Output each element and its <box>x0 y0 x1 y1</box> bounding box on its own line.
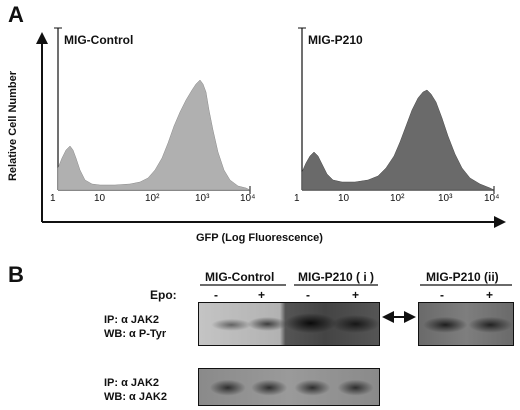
tick-label: 10³ <box>438 193 453 204</box>
panel-b-letter: B <box>8 262 24 287</box>
blot2-label-line1: IP: α JAK2 <box>104 377 160 389</box>
y-axis-label: Relative Cell Number <box>7 70 19 182</box>
x-axis-label: GFP (Log Fluorescence) <box>196 232 323 244</box>
blot1-label-line2: WB: α P-Tyr <box>104 328 167 340</box>
tick-label: 10³ <box>195 193 210 204</box>
group-label-mig-control: MIG-Control <box>205 270 275 284</box>
histogram-mig-control <box>54 27 251 194</box>
blot-jak2-loading <box>198 368 380 406</box>
tick-label: 1 <box>50 193 56 204</box>
lane-sign: - <box>214 288 218 302</box>
lane-sign: + <box>352 288 360 302</box>
tick-label: 10 <box>338 193 350 204</box>
tick-label: 1 <box>294 193 300 204</box>
lane-sign: - <box>306 288 310 302</box>
lane-sign: + <box>486 288 494 302</box>
tick-label: 10⁴ <box>240 193 256 204</box>
histogram-mig-p210 <box>298 27 495 194</box>
histogram-title-1: MIG-Control <box>64 33 134 47</box>
group-label-mig-p210-i: MIG-P210 ( i ) <box>298 270 375 284</box>
tick-label: 10² <box>145 193 160 204</box>
group-label-mig-p210-ii: MIG-P210 (ii) <box>426 270 499 284</box>
blot1-label-line1: IP: α JAK2 <box>104 314 160 326</box>
blot-ptyr-ii <box>418 302 514 346</box>
histogram-title-2: MIG-P210 <box>308 33 363 47</box>
tick-label: 10 <box>94 193 106 204</box>
lane-sign: - <box>440 288 444 302</box>
panel-a-letter: A <box>8 2 24 27</box>
blot-ptyr-main <box>198 302 380 346</box>
epo-label: Epo: <box>150 288 177 302</box>
tick-label: 10⁴ <box>484 193 500 204</box>
blot2-label-line2: WB: α JAK2 <box>104 391 167 403</box>
lane-sign: + <box>258 288 266 302</box>
tick-label: 10² <box>390 193 405 204</box>
